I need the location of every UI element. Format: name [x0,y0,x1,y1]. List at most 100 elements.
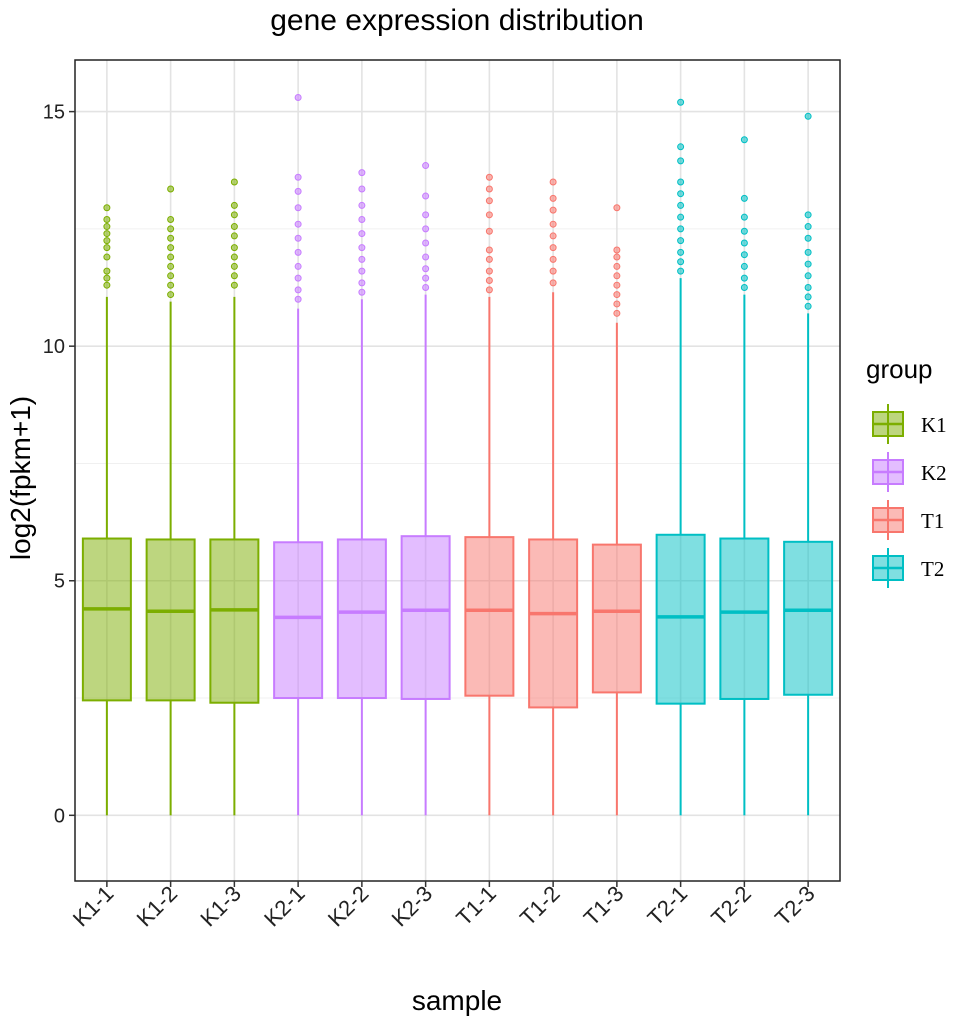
outlier-point [549,206,557,214]
iqr-box [655,533,706,705]
outlier-point [294,295,302,303]
outlier-point [549,178,557,186]
outlier-point [358,255,366,263]
x-tick-label: T1-1 [451,881,501,931]
legend-item-K1: K1 [872,404,947,444]
outlier-point [422,192,430,200]
outlier-point [422,211,430,219]
outlier-point [677,237,685,245]
outlier-point [294,262,302,270]
outlier-point [613,204,621,212]
legend-title: group [866,354,933,384]
outlier-point [549,279,557,287]
outlier-point [167,253,175,261]
boxes [81,94,834,816]
outlier-point [804,112,812,120]
plot-frame [75,60,840,881]
box-T1-2 [528,178,579,816]
outlier-point [740,251,748,259]
iqr-box [81,537,132,702]
x-axis-title: sample [412,985,502,1016]
outlier-point [167,272,175,280]
outlier-point [358,279,366,287]
outlier-point [677,248,685,256]
outlier-point [485,211,493,219]
legend-item-T2: T2 [872,548,944,588]
outlier-point [422,284,430,292]
iqr-box [719,537,770,700]
y-axis-title: log2(fpkm+1) [5,396,36,560]
x-tick-label: T2-2 [706,881,756,931]
x-tick-label: T1-2 [515,881,565,931]
plot-border [74,59,841,882]
outlier-point [294,204,302,212]
outlier-point [804,211,812,219]
outlier-point [422,274,430,282]
outlier-point [549,255,557,263]
outlier-point [677,213,685,221]
outlier-point [422,265,430,273]
outlier-point [677,98,685,106]
legend-label: T2 [921,557,944,581]
outlier-point [613,300,621,308]
outlier-point [294,187,302,195]
y-tick-label: 0 [54,805,65,827]
outlier-point [103,253,111,261]
outlier-point [294,248,302,256]
outlier-point [230,253,238,261]
outlier-point [549,244,557,252]
iqr-box [528,538,579,709]
outlier-point [422,225,430,233]
iqr-box [209,538,260,704]
outlier-point [294,94,302,102]
outlier-point [167,244,175,252]
outlier-point [230,178,238,186]
outlier-point [804,293,812,301]
box-K2-2 [336,169,387,816]
outlier-point [103,267,111,275]
outlier-point [167,216,175,224]
x-tick-label: K2-1 [259,881,310,932]
outlier-point [358,169,366,177]
x-tick-label: K1-3 [195,881,246,932]
legend-item-K2: K2 [872,452,947,492]
x-tick-label: K2-2 [323,881,374,932]
outlier-point [358,185,366,193]
outlier-point [103,216,111,224]
outlier-point [613,272,621,280]
iqr-box [273,541,324,700]
iqr-box [464,536,515,697]
outlier-point [677,178,685,186]
outlier-point [740,262,748,270]
outlier-point [804,302,812,310]
outlier-point [230,201,238,209]
outlier-point [485,286,493,294]
outlier-point [485,267,493,275]
outlier-point [677,258,685,266]
outlier-point [485,173,493,181]
legend-label: K2 [921,461,947,485]
outlier-point [613,246,621,254]
outlier-point [804,248,812,256]
legend-label: K1 [921,413,947,437]
outlier-point [485,197,493,205]
outlier-point [167,281,175,289]
outlier-point [103,237,111,245]
outlier-point [103,223,111,231]
outlier-point [294,274,302,282]
y-tick-label: 15 [43,102,65,124]
outlier-point [167,185,175,193]
outlier-point [613,309,621,317]
outlier-point [167,262,175,270]
plot-area [74,59,841,882]
x-tick-label: K1-1 [68,881,119,932]
outlier-point [358,244,366,252]
box-K1-1 [81,204,132,816]
outlier-point [422,239,430,247]
x-tick-label: T2-1 [642,881,692,931]
outlier-point [230,232,238,240]
outlier-point [230,223,238,231]
outlier-point [230,211,238,219]
outlier-point [103,274,111,282]
